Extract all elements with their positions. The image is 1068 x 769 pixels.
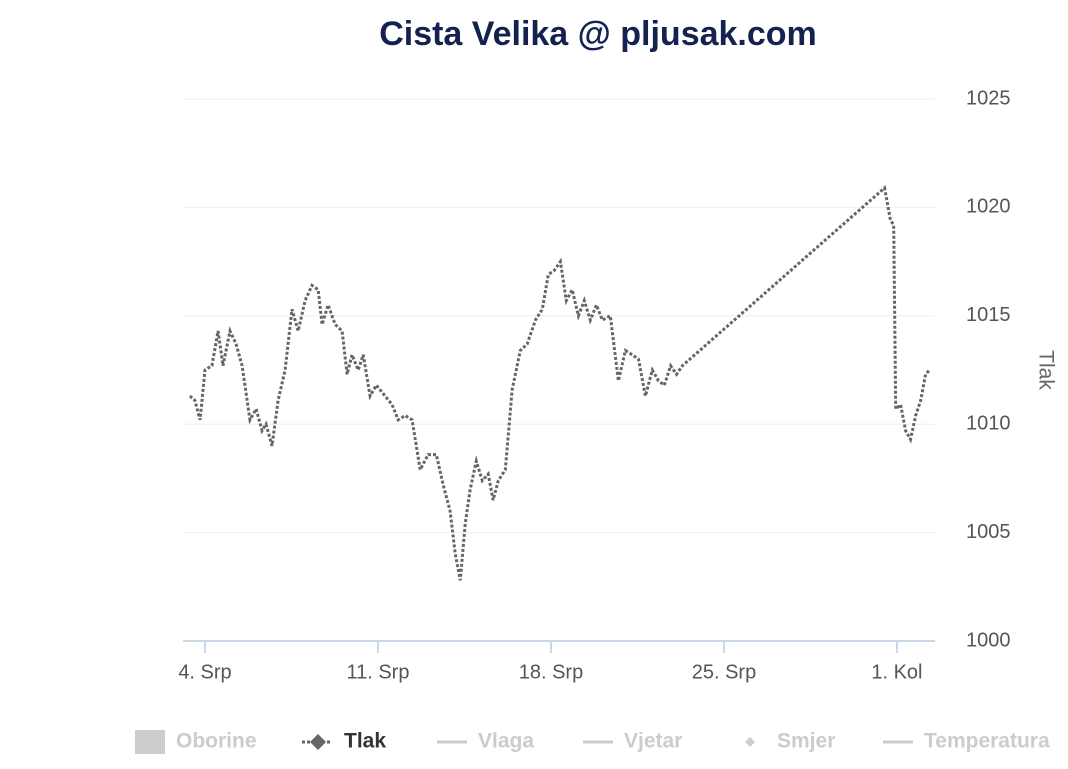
legend-symbol <box>310 734 326 750</box>
x-tick-label: 18. Srp <box>519 661 583 683</box>
legend-label[interactable]: Vjetar <box>624 730 682 753</box>
y-tick-label: 1000 <box>966 629 1011 651</box>
legend-label[interactable]: Smjer <box>777 730 835 753</box>
legend-label[interactable]: Oborine <box>176 730 257 753</box>
legend-symbol <box>745 737 755 747</box>
legend-label[interactable]: Tlak <box>344 730 386 753</box>
x-tick-label: 11. Srp <box>346 661 409 683</box>
legend-label[interactable]: Vlaga <box>478 730 534 753</box>
y-tick-label: 1010 <box>966 412 1011 434</box>
y-tick-label: 1015 <box>966 304 1011 326</box>
legend-symbol <box>135 730 165 754</box>
x-tick-label: 1. Kol <box>871 661 922 683</box>
chart-title: Cista Velika @ pljusak.com <box>379 15 817 53</box>
y-tick-label: 1005 <box>966 521 1011 543</box>
y-tick-label: 1025 <box>966 87 1011 109</box>
y-axis-label: Tlak <box>1034 350 1057 390</box>
x-tick-label: 25. Srp <box>692 661 756 683</box>
data-line <box>188 185 931 581</box>
y-tick-label: 1020 <box>966 196 1011 218</box>
x-tick-label: 4. Srp <box>178 661 231 683</box>
legend-label[interactable]: Temperatura <box>924 730 1050 753</box>
